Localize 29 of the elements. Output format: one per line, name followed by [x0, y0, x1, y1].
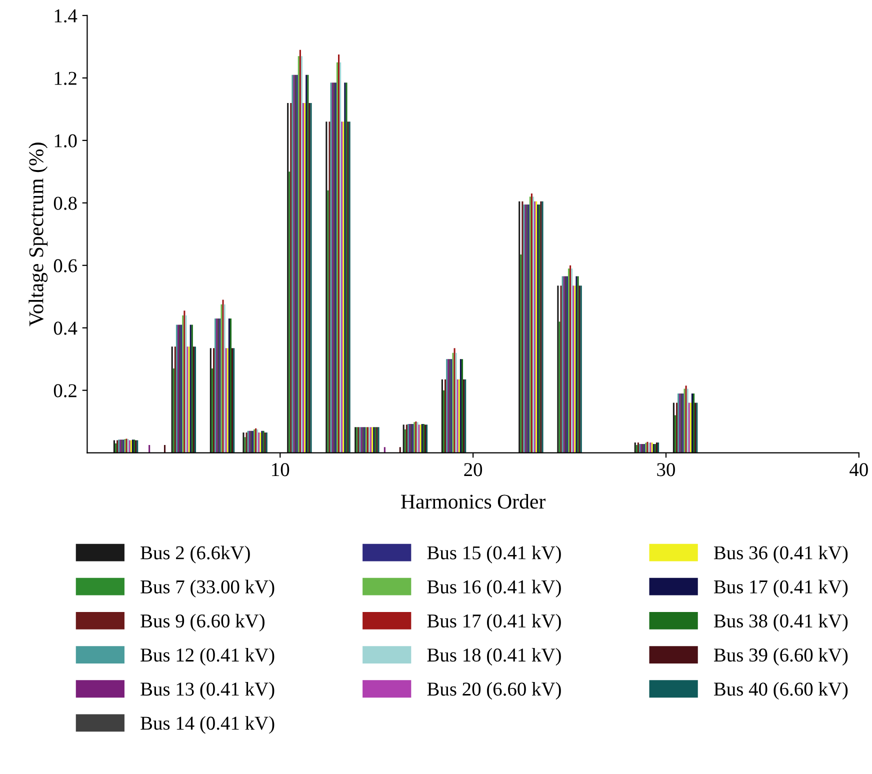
- legend-label: Bus 7 (33.00 kV): [140, 580, 274, 598]
- x-axis-title: Harmonics Order: [401, 494, 546, 509]
- y-tick-label: 0.8: [54, 196, 77, 210]
- legend-label: Bus 14 (0.41 kV): [140, 716, 274, 734]
- legend-label: Bus 12 (0.41 kV): [140, 648, 274, 666]
- y-tick-label: 0.2: [54, 384, 76, 398]
- legend-label: Bus 15 (0.41 kV): [427, 546, 561, 564]
- y-tick-label: 1.2: [54, 72, 76, 85]
- legend-label: Bus 40 (6.60 kV): [714, 682, 848, 700]
- legend-label: Bus 39 (6.60 kV): [714, 648, 848, 666]
- legend-label: Bus 16 (0.41 kV): [427, 580, 561, 598]
- legend-label: Bus 17 (0.41 kV): [714, 580, 848, 598]
- y-tick-label: 1.0: [54, 134, 77, 148]
- legend-label: Bus 17 (0.41 kV): [427, 614, 561, 632]
- legend-label: Bus 9 (6.60 kV): [140, 614, 264, 632]
- legend-label: Bus 2 (6.6kV): [140, 546, 250, 564]
- y-tick-label: 0.6: [54, 259, 77, 272]
- x-tick-label: 20: [464, 463, 482, 476]
- legend-label: Bus 18 (0.41 kV): [427, 648, 561, 666]
- x-tick-label: 30: [657, 463, 675, 476]
- x-tick-label: 10: [272, 463, 290, 476]
- legend-label: Bus 20 (6.60 kV): [427, 682, 561, 700]
- x-tick-label: 40: [850, 463, 868, 476]
- legend-label: Bus 36 (0.41 kV): [714, 546, 848, 564]
- legend-label: Bus 38 (0.41 kV): [714, 614, 848, 632]
- y-tick-label: 0.4: [54, 322, 78, 335]
- y-tick-label: 1.4: [54, 9, 78, 23]
- legend-label: Bus 13 (0.41 kV): [140, 682, 274, 700]
- y-axis-title: Voltage Spectrum (%): [28, 142, 48, 326]
